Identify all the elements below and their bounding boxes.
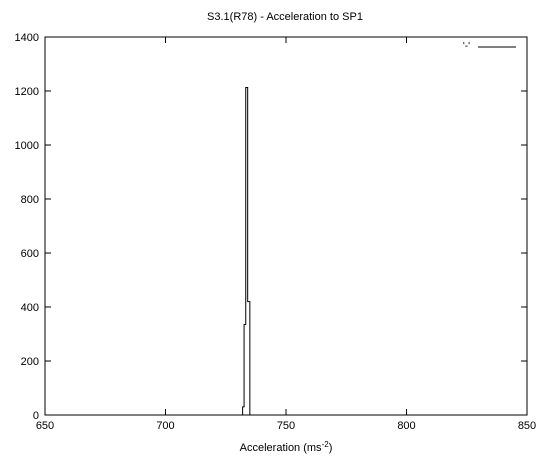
- y-tick-label: 1400: [15, 32, 39, 44]
- y-tick-label: 0: [33, 410, 39, 422]
- x-axis-label-superscript: -2: [322, 440, 330, 449]
- plot-area-frame: [44, 36, 528, 416]
- y-tick-label: 200: [21, 356, 39, 368]
- x-tick-label: 700: [156, 420, 174, 432]
- x-tick-label: 800: [397, 420, 415, 432]
- x-axis-label-main: Acceleration (ms: [240, 442, 322, 454]
- axis-ticks: 650 700 750 800 850 0 200 400 600 800 1000 1200 1400: [15, 32, 537, 432]
- x-tick-label: 850: [518, 420, 536, 432]
- y-tick-label: 400: [21, 302, 39, 314]
- y-tick-label: 1200: [15, 86, 39, 98]
- x-tick-label: 750: [277, 420, 295, 432]
- x-axis-label-tail: ): [329, 442, 333, 454]
- y-tick-label: 800: [21, 194, 39, 206]
- series-line: [45, 86, 527, 416]
- y-tick-label: 1000: [15, 140, 39, 152]
- legend-label: '-': [463, 41, 470, 52]
- legend: '-': [463, 41, 516, 52]
- x-tick-label: 650: [36, 420, 54, 432]
- x-axis-label: Acceleration (ms-2): [240, 440, 333, 454]
- series-group: [45, 86, 527, 416]
- chart-title: S3.1(R78) - Acceleration to SP1: [207, 11, 363, 23]
- y-tick-label: 600: [21, 248, 39, 260]
